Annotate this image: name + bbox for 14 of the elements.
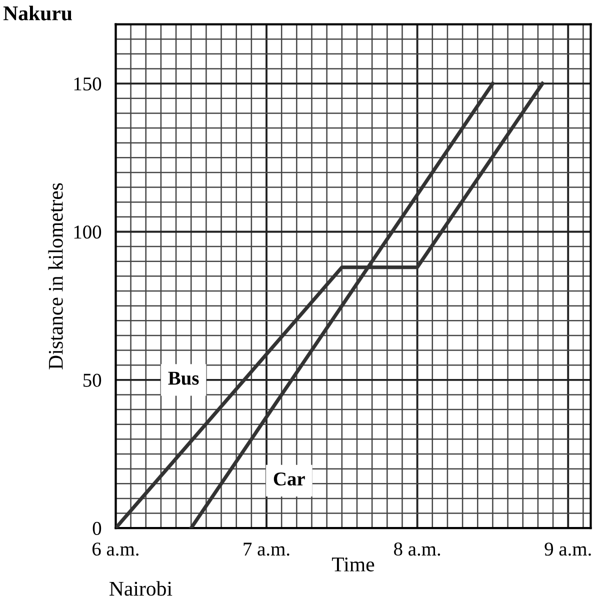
text: Nairobi [109,581,172,596]
series-label: Bus [168,372,199,385]
y-tick-label: 100 [74,226,102,239]
text: Nakuru [3,6,72,20]
y-tick-label: 150 [74,77,102,90]
y-tick-label: 0 [92,522,102,536]
x-axis-title: Time [332,557,374,572]
y-axis-title: Distance in kilometres [48,183,63,370]
x-tick-label: 9 a.m. [544,542,591,556]
x-tick-label: 8 a.m. [394,542,440,556]
x-tick-label: 7 a.m. [244,542,290,556]
x-tick-label: 6 a.m. [92,542,138,556]
y-tick-label: 50 [84,374,102,387]
series-label: Car [274,472,305,486]
